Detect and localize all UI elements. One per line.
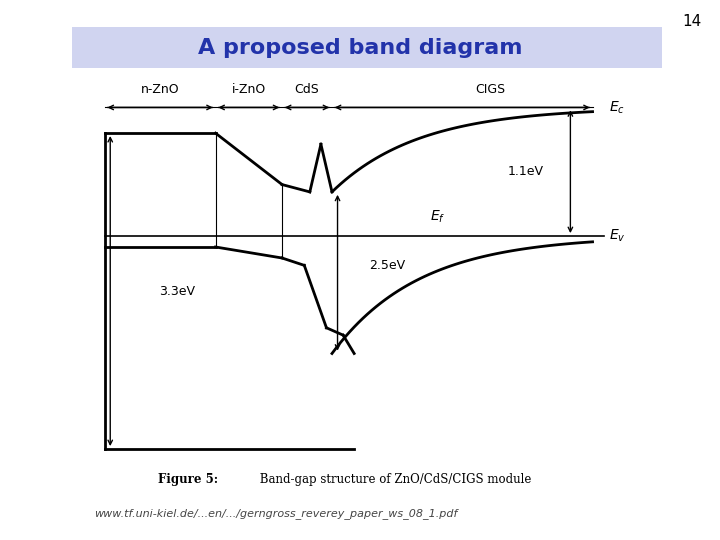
Text: Band-gap structure of ZnO/CdS/CIGS module: Band-gap structure of ZnO/CdS/CIGS modul… xyxy=(256,472,531,485)
Text: 2.5eV: 2.5eV xyxy=(369,259,405,272)
Text: $E_c$: $E_c$ xyxy=(609,99,625,116)
Text: i-ZnO: i-ZnO xyxy=(232,84,266,97)
Text: 3.3eV: 3.3eV xyxy=(158,285,194,298)
Text: A proposed band diagram: A proposed band diagram xyxy=(198,37,522,58)
Text: $E_f$: $E_f$ xyxy=(430,208,445,225)
Text: CIGS: CIGS xyxy=(475,84,505,97)
Text: n-ZnO: n-ZnO xyxy=(141,84,179,97)
Text: $E_v$: $E_v$ xyxy=(609,228,626,244)
Text: Figure 5:: Figure 5: xyxy=(158,472,219,485)
Text: 14: 14 xyxy=(683,14,702,29)
Text: 1.1eV: 1.1eV xyxy=(508,165,544,178)
Text: www.tf.uni-kiel.de/...en/.../gerngross_reverey_paper_ws_08_1.pdf: www.tf.uni-kiel.de/...en/.../gerngross_r… xyxy=(94,508,457,518)
Text: CdS: CdS xyxy=(294,84,320,97)
